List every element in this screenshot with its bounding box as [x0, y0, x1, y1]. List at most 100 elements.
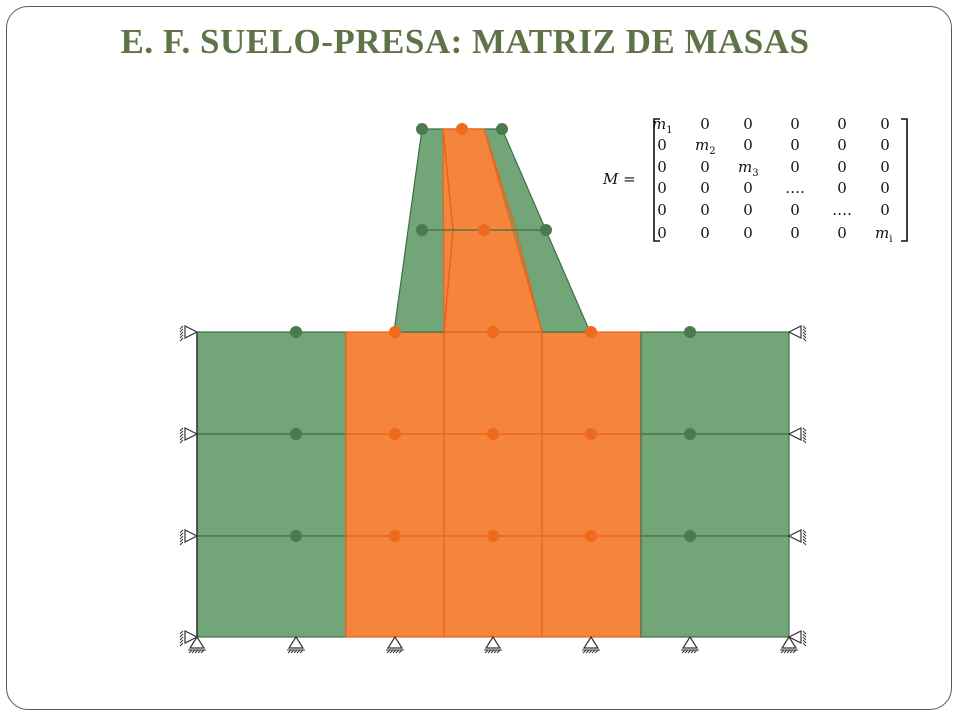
matrix-cell: …. [785, 179, 805, 197]
mass-node [585, 428, 597, 440]
mass-node [585, 530, 597, 542]
matrix-cell: 0 [657, 224, 667, 242]
roller-support-icon [787, 427, 802, 441]
matrix-cell: 0 [880, 136, 890, 154]
hatch-line [802, 430, 807, 435]
foundation-element [541, 535, 642, 638]
hatch-line [179, 433, 184, 438]
hatch-line [802, 636, 807, 641]
mass-node [496, 123, 508, 135]
hatch-line [802, 337, 807, 342]
hatch-line [802, 427, 807, 432]
matrix-cell: 0 [837, 179, 847, 197]
foundation-element [196, 535, 347, 638]
hatch-line [179, 639, 184, 644]
roller-support-icon [184, 325, 199, 339]
hatch-line [179, 529, 184, 534]
hatch-line [802, 538, 807, 543]
matrix-cell: 0 [657, 136, 667, 154]
roller-support-icon [184, 427, 199, 441]
hatch-line [179, 636, 184, 641]
mass-node [389, 428, 401, 440]
mass-node [290, 326, 302, 338]
hatch-line [802, 642, 807, 647]
hatch-line [802, 334, 807, 339]
foundation-element [196, 331, 347, 435]
foundation-element [196, 433, 347, 537]
pin-support-icon [386, 635, 404, 649]
hatch-line [802, 535, 807, 540]
pin-support-icon [188, 635, 206, 649]
roller-support-icon [787, 630, 802, 644]
matrix-cell: 0 [657, 158, 667, 176]
mass-matrix: M =m1 0 0 0 0 00 m2 0 0 0 00 0 m3 0 0 00 0 0…. 0 00 0 0 0…. 00 0… [602, 115, 908, 245]
matrix-left-bracket [653, 118, 660, 242]
foundation-element [541, 331, 642, 435]
hatch-line [179, 541, 184, 546]
mass-node [684, 530, 696, 542]
hatch-line [802, 436, 807, 441]
matrix-cell: 0 [657, 179, 667, 197]
matrix-cell: 0 [790, 201, 800, 219]
matrix-cell: 0 [790, 115, 800, 133]
foundation-mesh [196, 331, 790, 638]
mass-node [585, 326, 597, 338]
pin-support-icon [681, 635, 699, 649]
hatch-line [179, 439, 184, 444]
dam-mesh [393, 128, 591, 333]
pin-support-icon [582, 635, 600, 649]
hatch-line [802, 633, 807, 638]
mass-node [416, 224, 428, 236]
matrix-cell: 0 [790, 224, 800, 242]
hatch-line [179, 331, 184, 336]
hatch-line [179, 337, 184, 342]
hatch-line [802, 541, 807, 546]
hatch-line [179, 538, 184, 543]
matrix-cell: 0 [790, 158, 800, 176]
slide-title: E. F. SUELO-PRESA: MATRIZ DE MASAS [120, 22, 810, 61]
mass-node [487, 326, 499, 338]
foundation-element [443, 433, 543, 537]
hatch-line [802, 325, 807, 330]
pin-support-icon [287, 635, 305, 649]
hatch-line [179, 436, 184, 441]
mass-node [487, 428, 499, 440]
hatch-line [179, 325, 184, 330]
mass-node [540, 224, 552, 236]
matrix-cell: 0 [880, 115, 890, 133]
dam-core-edge [515, 229, 543, 333]
mass-node [456, 123, 468, 135]
foundation-element [345, 535, 445, 638]
mass-node [478, 224, 490, 236]
matrix-right-bracket [901, 118, 908, 242]
hatch-line [179, 532, 184, 537]
mass-node [389, 326, 401, 338]
mass-node [290, 428, 302, 440]
pin-support-icon [484, 635, 502, 649]
matrix-cell: 0 [657, 201, 667, 219]
foundation-element [640, 331, 790, 435]
foundation-element [345, 331, 445, 435]
matrix-cell: 0 [837, 158, 847, 176]
matrix-cell: 0 [700, 158, 710, 176]
roller-support-icon [184, 630, 199, 644]
matrix-cell: 0 [743, 115, 753, 133]
hatch-line [802, 639, 807, 644]
hatch-line [179, 430, 184, 435]
hatch-line [802, 439, 807, 444]
mass-node [290, 530, 302, 542]
mass-nodes [290, 123, 696, 542]
mass-node [389, 530, 401, 542]
foundation-element [541, 433, 642, 537]
matrix-cell: 0 [700, 224, 710, 242]
matrix-cell: 0 [743, 179, 753, 197]
matrix-cell: 0 [743, 201, 753, 219]
hatch-line [802, 532, 807, 537]
matrix-cell: 0 [837, 224, 847, 242]
hatch-line [802, 328, 807, 333]
hatch-line [802, 433, 807, 438]
mass-node [684, 428, 696, 440]
matrix-cell: …. [832, 201, 852, 219]
hatch-line [802, 529, 807, 534]
